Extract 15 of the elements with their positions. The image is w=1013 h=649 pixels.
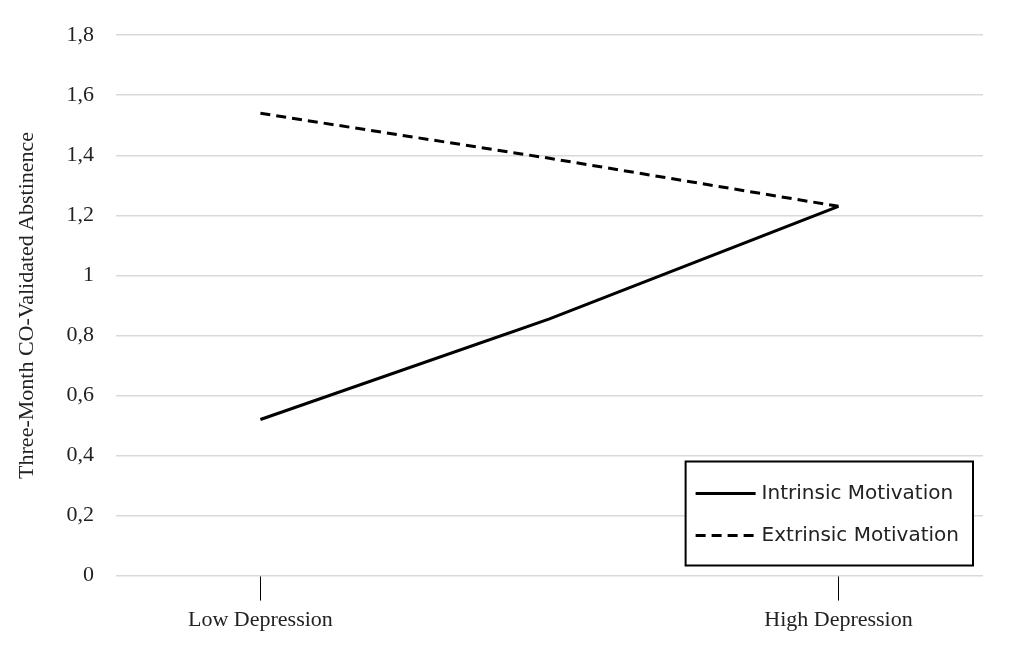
y-tick-label: 1,4	[66, 141, 94, 167]
y-tick-label: 0,6	[66, 381, 94, 407]
y-tick-label: 1,6	[66, 81, 94, 107]
x-tick-label: High Depression	[764, 605, 913, 631]
y-tick-label: 1,2	[66, 201, 94, 227]
x-tick-label: Low Depression	[188, 605, 333, 631]
legend-label: Extrinsic Motivation	[761, 521, 960, 546]
y-axis-title: Three-Month CO-Validated Abstinence	[12, 131, 38, 479]
legend-label: Intrinsic Motivation	[761, 479, 954, 504]
y-tick-label: 0,4	[66, 441, 94, 467]
y-tick-label: 1	[82, 261, 94, 287]
y-tick-label: 1,8	[66, 20, 94, 46]
y-tick-label: 0,8	[66, 321, 94, 347]
y-tick-label: 0,2	[66, 501, 94, 527]
y-tick-label: 0	[82, 561, 94, 587]
